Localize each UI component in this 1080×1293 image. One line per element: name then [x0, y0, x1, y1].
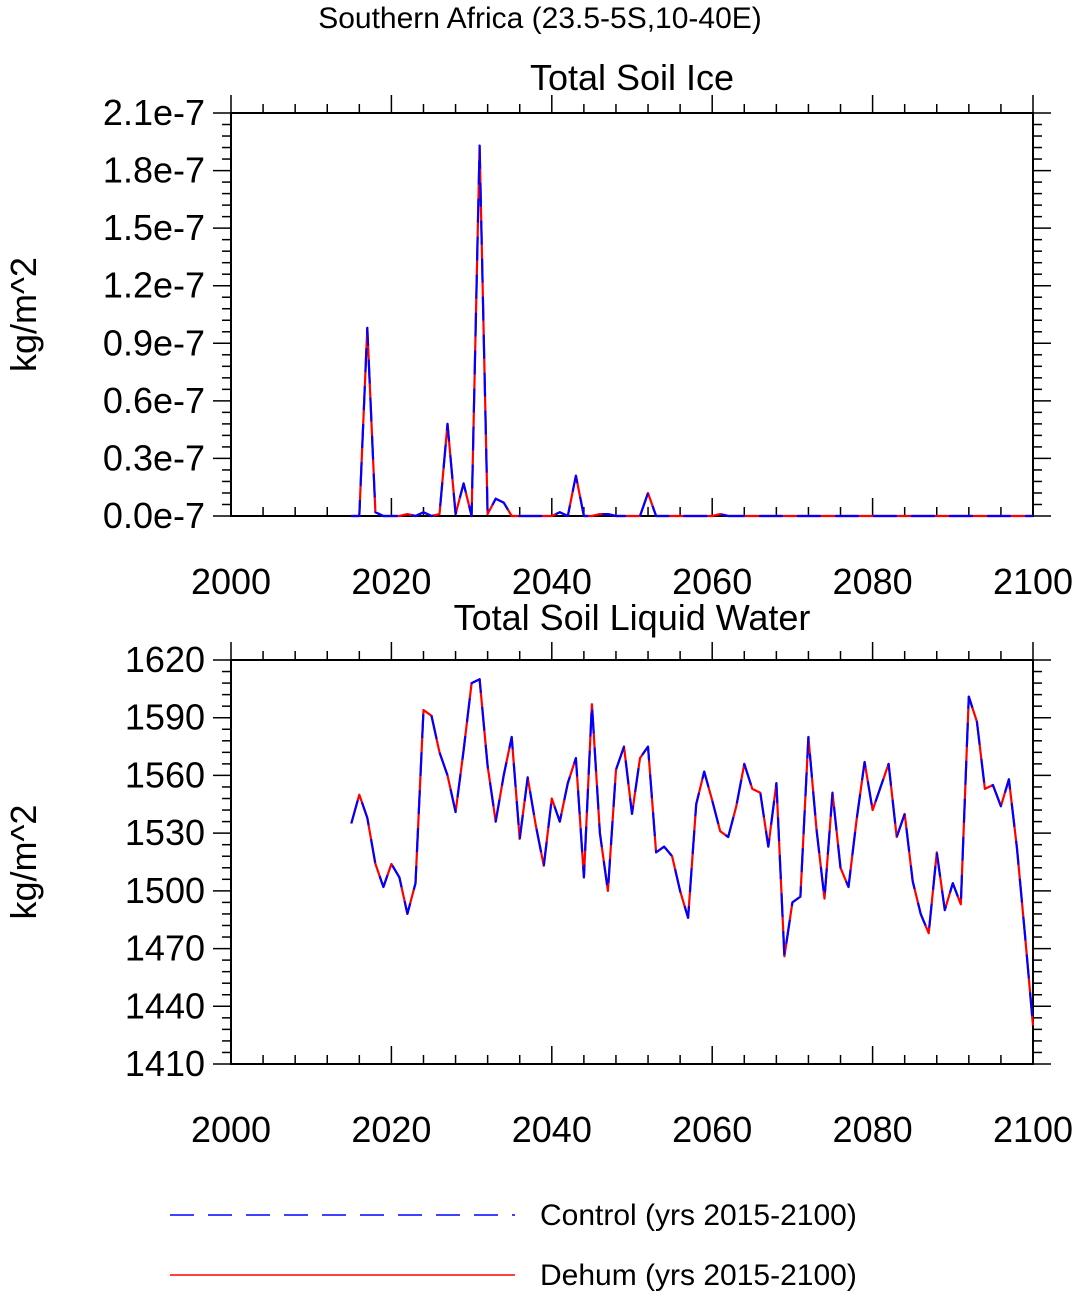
y-tick-label: 1.5e-7	[103, 207, 205, 248]
y-tick-label: 1560	[125, 754, 205, 795]
y-tick-label: 1590	[125, 697, 205, 738]
y-tick-label: 1530	[125, 812, 205, 853]
x-tick-label: 2060	[672, 561, 752, 602]
y-tick-label: 1470	[125, 928, 205, 969]
y-tick-label: 0.0e-7	[103, 495, 205, 536]
x-tick-label: 2100	[993, 1109, 1073, 1150]
y-axis-label: kg/m^2	[3, 805, 44, 920]
y-tick-label: 0.9e-7	[103, 322, 205, 363]
legend-label-control: Control (yrs 2015-2100)	[540, 1199, 857, 1232]
x-tick-label: 2100	[993, 561, 1073, 602]
x-tick-label: 2040	[512, 1109, 592, 1150]
chart-title: Total Soil Liquid Water	[454, 597, 811, 638]
y-tick-label: 1410	[125, 1043, 205, 1084]
legend-item-dehum: Dehum (yrs 2015-2100)	[170, 1259, 857, 1292]
series-control-line	[351, 144, 1033, 518]
x-tick-label: 2000	[191, 561, 271, 602]
panel-total-soil-ice: Total Soil Ice kg/m^2 2000 2020 2040 2060 2080…	[3, 57, 1073, 602]
y-tick-label: 0.6e-7	[103, 380, 205, 421]
series-control-line	[350, 678, 1035, 1026]
plot-frame	[230, 659, 1034, 1065]
y-tick-label: 1440	[125, 985, 205, 1026]
y-tick-label: 1620	[125, 639, 205, 680]
y-tick-label: 2.1e-7	[103, 92, 205, 133]
x-tick-label: 2020	[351, 561, 431, 602]
legend-label-dehum: Dehum (yrs 2015-2100)	[540, 1259, 857, 1292]
x-tick-label: 2060	[672, 1109, 752, 1150]
x-tick-label: 2020	[351, 1109, 431, 1150]
x-tick-label: 2000	[191, 1109, 271, 1150]
figure-suptitle: Southern Africa (23.5-5S,10-40E)	[318, 2, 762, 35]
y-tick-label: 0.3e-7	[103, 437, 205, 478]
y-tick-label: 1.2e-7	[103, 265, 205, 306]
chart-title: Total Soil Ice	[530, 57, 734, 98]
x-tick-label: 2040	[512, 561, 592, 602]
series-dehum-line	[351, 144, 1033, 518]
x-tick-label: 2080	[833, 1109, 913, 1150]
legend-item-control: Control (yrs 2015-2100)	[170, 1199, 857, 1232]
x-tick-label: 2080	[833, 561, 913, 602]
y-tick-label: 1.8e-7	[103, 150, 205, 191]
plot-frame	[230, 112, 1034, 517]
y-tick-label: 1500	[125, 870, 205, 911]
panel-total-soil-liquid-water: Total Soil Liquid Water kg/m^2 2000 2020 204…	[3, 597, 1073, 1150]
y-axis-label: kg/m^2	[3, 257, 44, 372]
legend: Control (yrs 2015-2100) Dehum (yrs 2015-…	[170, 1199, 857, 1292]
